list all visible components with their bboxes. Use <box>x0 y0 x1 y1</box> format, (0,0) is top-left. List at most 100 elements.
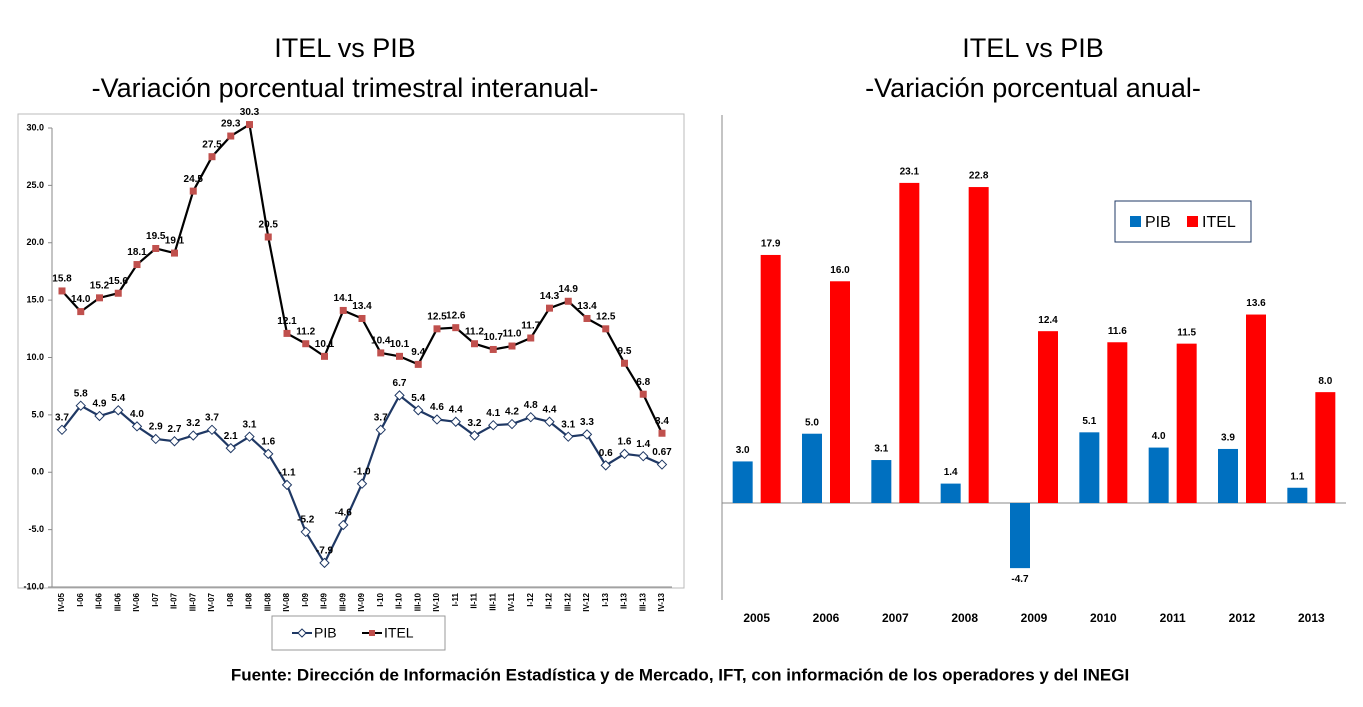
data-label: 3.0 <box>736 445 750 456</box>
legend-marker <box>369 630 375 636</box>
x-tick-label: IV-11 <box>507 592 516 611</box>
point <box>114 289 122 297</box>
point <box>471 340 478 348</box>
data-label: 3.2 <box>468 418 482 429</box>
point <box>150 433 161 445</box>
point <box>396 352 403 360</box>
x-tick-label: III-09 <box>338 592 347 611</box>
point <box>356 478 368 489</box>
point <box>75 400 86 411</box>
point <box>56 424 68 435</box>
data-label: 1.4 <box>636 439 650 450</box>
x-tick-label: IV-09 <box>357 592 366 611</box>
x-tick-label: I-07 <box>151 592 160 606</box>
data-label: 19.5 <box>146 231 166 242</box>
bar <box>802 433 822 503</box>
data-label: 6.7 <box>393 378 407 389</box>
point <box>131 421 143 432</box>
data-label: 13.6 <box>1246 298 1266 309</box>
data-label: 5.8 <box>74 388 88 399</box>
data-label: 5.4 <box>111 393 125 404</box>
data-label: 10.1 <box>390 339 410 350</box>
bar <box>940 483 961 503</box>
y-tick-label: 25.0 <box>26 180 44 190</box>
point <box>77 308 85 316</box>
data-label: 6.8 <box>636 377 650 388</box>
data-label: 11.2 <box>465 326 484 337</box>
point <box>94 410 105 422</box>
data-label: 0.6 <box>599 448 613 459</box>
x-tick-label: I-10 <box>376 592 385 606</box>
point <box>619 448 630 460</box>
x-tick-label: 2007 <box>882 611 909 625</box>
data-label: 4.0 <box>130 409 144 420</box>
point <box>564 297 572 305</box>
data-label: 3.1 <box>874 444 888 455</box>
data-label: 16.0 <box>830 265 850 276</box>
data-label: 14.0 <box>71 294 91 305</box>
legend-label: PIB <box>1145 214 1171 231</box>
bar <box>1218 448 1238 503</box>
point <box>394 390 405 401</box>
point <box>171 249 178 257</box>
bar <box>1246 314 1266 503</box>
bar <box>1010 503 1030 569</box>
data-label: 3.2 <box>186 418 200 429</box>
x-tick-label: I-06 <box>76 592 85 606</box>
legend-marker <box>297 628 307 638</box>
bar <box>1038 331 1058 503</box>
data-label: 10.4 <box>371 336 391 347</box>
data-label: 1.6 <box>618 437 632 448</box>
point <box>377 349 385 357</box>
x-tick-label: 2005 <box>743 611 770 625</box>
point <box>263 448 274 460</box>
point <box>206 424 218 435</box>
point <box>450 416 461 427</box>
data-label: 10.1 <box>315 339 335 350</box>
point <box>246 121 253 129</box>
bar <box>1315 392 1336 503</box>
data-label: 3.7 <box>205 412 219 423</box>
x-tick-label: III-13 <box>638 592 647 611</box>
x-tick-label: II-11 <box>470 592 479 608</box>
x-tick-label: III-08 <box>263 592 272 611</box>
point <box>656 459 668 470</box>
data-label: 2.7 <box>168 424 182 435</box>
point <box>546 304 553 312</box>
bar <box>1176 343 1197 503</box>
x-tick-label: III-06 <box>113 592 122 611</box>
point <box>581 429 593 440</box>
point <box>133 261 141 269</box>
point <box>189 187 197 195</box>
x-tick-label: II-06 <box>95 592 104 609</box>
data-label: 3.7 <box>55 412 69 423</box>
bar <box>899 182 920 503</box>
point <box>375 424 386 435</box>
left-frame <box>17 113 685 589</box>
data-label: 5.0 <box>805 417 819 428</box>
data-label: 3.3 <box>580 417 594 428</box>
data-label: -4.7 <box>1011 574 1029 585</box>
x-tick-label: IV-10 <box>432 592 441 611</box>
x-tick-label: III-12 <box>563 592 572 611</box>
x-tick-label: III-07 <box>188 592 197 611</box>
x-tick-label: IV-12 <box>582 592 591 611</box>
x-tick-label: 2009 <box>1021 611 1048 625</box>
data-label: 8.0 <box>1318 376 1332 387</box>
data-label: 11.5 <box>1177 327 1196 338</box>
point <box>469 430 480 441</box>
chart-subtitle: -Variación porcentual trimestral interan… <box>92 73 599 103</box>
x-tick-label: 2006 <box>813 611 840 625</box>
chart-subtitle: -Variación porcentual anual- <box>865 73 1201 103</box>
data-label: 11.2 <box>296 326 315 337</box>
point <box>283 329 291 337</box>
x-tick-label: III-11 <box>488 592 497 610</box>
y-tick-label: 10.0 <box>26 352 44 362</box>
point <box>358 314 366 322</box>
data-label: 1.1 <box>1290 471 1304 482</box>
data-label: 9.5 <box>618 346 632 357</box>
y-tick-label: 5.0 <box>31 409 44 419</box>
point <box>96 294 103 302</box>
data-label: 3.1 <box>243 419 257 430</box>
